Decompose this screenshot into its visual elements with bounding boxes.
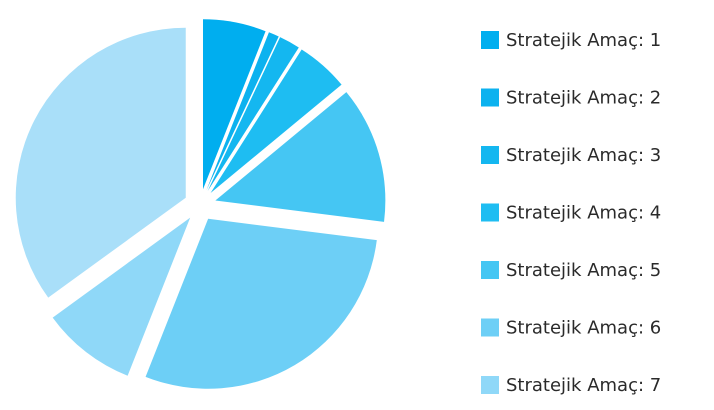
legend-swatch xyxy=(481,261,499,279)
pie-slice xyxy=(206,32,279,191)
pie-slice xyxy=(145,218,377,389)
pie-slice xyxy=(207,37,299,191)
pie-slice xyxy=(52,217,191,376)
legend-swatch xyxy=(481,203,499,222)
legend-swatch xyxy=(481,146,499,164)
legend-swatch xyxy=(481,376,499,394)
legend-label: Stratejik Amaç: 6 xyxy=(506,318,661,339)
legend-label: Stratejik Amaç: 1 xyxy=(506,30,661,51)
legend-label: Stratejik Amaç: 3 xyxy=(506,145,661,166)
legend-label: Stratejik Amaç: 4 xyxy=(506,203,661,224)
pie-slice xyxy=(215,92,386,222)
pie-slice xyxy=(202,19,266,190)
legend-label: Stratejik Amaç: 7 xyxy=(506,375,661,396)
legend-label: Stratejik Amaç: 2 xyxy=(506,88,661,109)
legend-swatch xyxy=(481,31,499,49)
pie-slice xyxy=(15,27,186,298)
legend-swatch xyxy=(481,88,499,107)
pie-slice xyxy=(210,49,342,193)
legend-swatch xyxy=(481,318,499,337)
legend-label: Stratejik Amaç: 5 xyxy=(506,260,661,281)
